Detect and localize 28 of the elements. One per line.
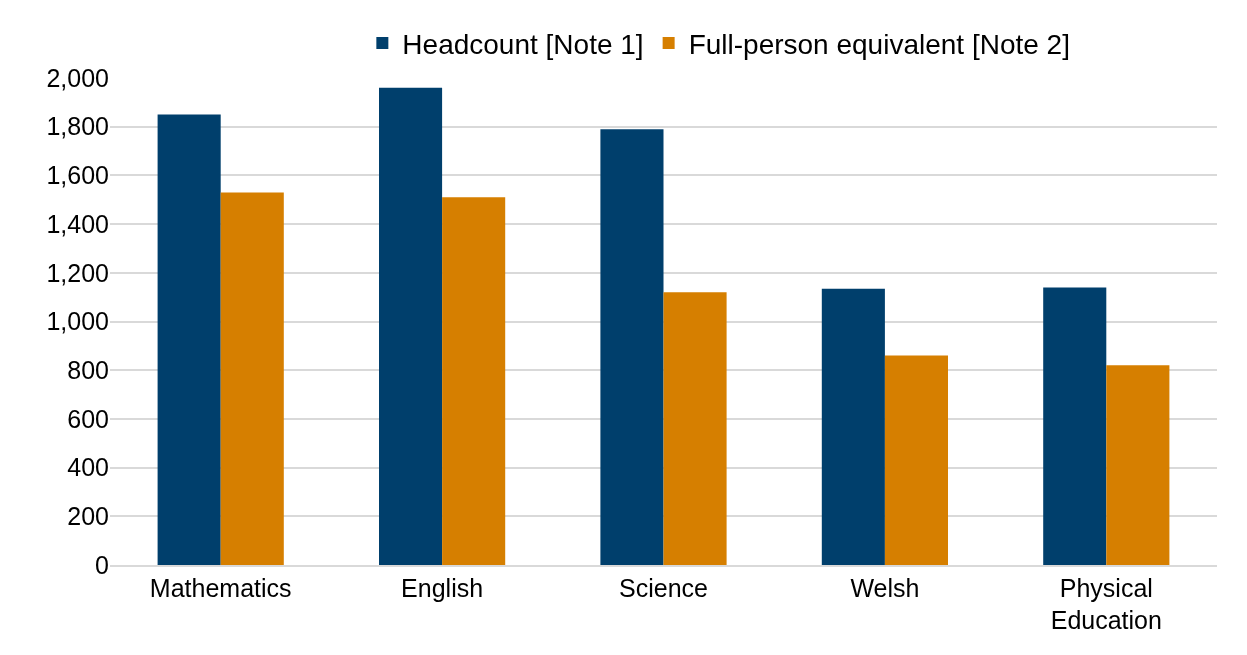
y-tick-label: 1,000	[46, 307, 109, 336]
bar	[379, 87, 443, 565]
y-tick-label: 600	[67, 404, 109, 433]
bar	[600, 129, 664, 565]
x-tick-label: Physical Education	[1050, 573, 1162, 635]
y-tick-label: 800	[67, 355, 109, 384]
y-tick-label: 2,000	[46, 63, 109, 92]
legend-label: Headcount [Note 1]	[402, 28, 644, 60]
bar	[442, 197, 506, 565]
legend-label: Full-person equivalent [Note 2]	[688, 28, 1070, 60]
y-tick-label: 0	[95, 550, 109, 579]
x-tick-label: Science	[619, 573, 708, 602]
bar	[157, 114, 221, 565]
bar	[663, 292, 727, 565]
y-tick-label: 1,200	[46, 258, 109, 287]
y-tick-label: 400	[67, 453, 109, 482]
bar	[1106, 365, 1170, 565]
bar	[220, 192, 284, 565]
x-tick-label: Welsh	[850, 573, 920, 602]
x-tick-label: English	[401, 573, 484, 602]
y-tick-label: 200	[67, 502, 109, 531]
bar	[884, 355, 948, 565]
y-tick-label: 1,400	[46, 209, 109, 238]
bar	[821, 288, 885, 565]
x-tick-label: Mathematics	[149, 573, 292, 602]
y-tick-label: 1,800	[46, 112, 109, 141]
y-tick-label: 1,600	[46, 161, 109, 190]
bar	[1043, 287, 1107, 565]
